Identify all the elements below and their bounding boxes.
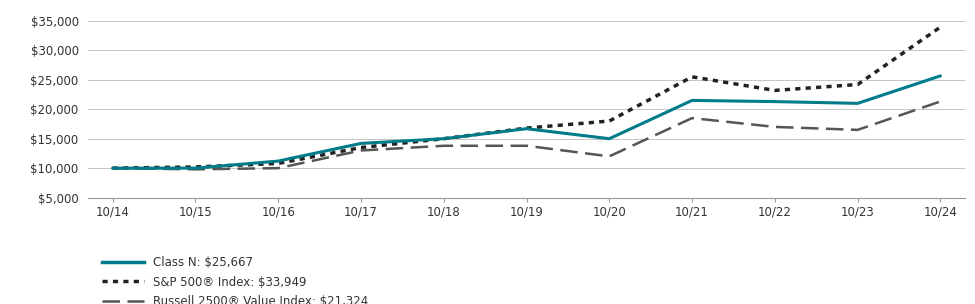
Class N: $25,667: (2, 1.12e+04): $25,667: (2, 1.12e+04) xyxy=(272,159,284,163)
Russell 2500® Value Index: $21,324: (8, 1.7e+04): $21,324: (8, 1.7e+04) xyxy=(769,125,781,129)
Russell 2500® Value Index: $21,324: (1, 9.8e+03): $21,324: (1, 9.8e+03) xyxy=(189,168,201,171)
Russell 2500® Value Index: $21,324: (5, 1.38e+04): $21,324: (5, 1.38e+04) xyxy=(521,144,532,148)
Russell 2500® Value Index: $21,324: (6, 1.2e+04): $21,324: (6, 1.2e+04) xyxy=(604,154,615,158)
Russell 2500® Value Index: $21,324: (4, 1.38e+04): $21,324: (4, 1.38e+04) xyxy=(438,144,449,148)
Legend: Class N: $25,667, S&P 500® Index: $33,949, Russell 2500® Value Index: $21,324: Class N: $25,667, S&P 500® Index: $33,94… xyxy=(102,256,369,304)
Line: Russell 2500® Value Index: $21,324: Russell 2500® Value Index: $21,324 xyxy=(112,102,941,169)
S&P 500® Index: $33,949: (8, 2.32e+04): $33,949: (8, 2.32e+04) xyxy=(769,88,781,92)
S&P 500® Index: $33,949: (5, 1.68e+04): $33,949: (5, 1.68e+04) xyxy=(521,126,532,130)
Line: Class N: $25,667: Class N: $25,667 xyxy=(112,76,941,168)
Class N: $25,667: (8, 2.13e+04): $25,667: (8, 2.13e+04) xyxy=(769,100,781,103)
S&P 500® Index: $33,949: (7, 2.55e+04): $33,949: (7, 2.55e+04) xyxy=(686,75,698,79)
Line: S&P 500® Index: $33,949: S&P 500® Index: $33,949 xyxy=(112,27,941,168)
Class N: $25,667: (1, 1e+04): $25,667: (1, 1e+04) xyxy=(189,166,201,170)
Russell 2500® Value Index: $21,324: (2, 1e+04): $21,324: (2, 1e+04) xyxy=(272,166,284,170)
S&P 500® Index: $33,949: (1, 1.02e+04): $33,949: (1, 1.02e+04) xyxy=(189,165,201,169)
Russell 2500® Value Index: $21,324: (9, 1.65e+04): $21,324: (9, 1.65e+04) xyxy=(852,128,864,132)
Russell 2500® Value Index: $21,324: (3, 1.3e+04): $21,324: (3, 1.3e+04) xyxy=(355,149,367,152)
Class N: $25,667: (3, 1.42e+04): $25,667: (3, 1.42e+04) xyxy=(355,142,367,145)
Class N: $25,667: (7, 2.15e+04): $25,667: (7, 2.15e+04) xyxy=(686,98,698,102)
Class N: $25,667: (0, 1e+04): $25,667: (0, 1e+04) xyxy=(106,166,118,170)
S&P 500® Index: $33,949: (6, 1.8e+04): $33,949: (6, 1.8e+04) xyxy=(604,119,615,123)
S&P 500® Index: $33,949: (3, 1.35e+04): $33,949: (3, 1.35e+04) xyxy=(355,146,367,149)
S&P 500® Index: $33,949: (10, 3.39e+04): $33,949: (10, 3.39e+04) xyxy=(935,25,947,29)
Class N: $25,667: (4, 1.5e+04): $25,667: (4, 1.5e+04) xyxy=(438,137,449,140)
S&P 500® Index: $33,949: (0, 1e+04): $33,949: (0, 1e+04) xyxy=(106,166,118,170)
Russell 2500® Value Index: $21,324: (10, 2.13e+04): $21,324: (10, 2.13e+04) xyxy=(935,100,947,103)
Russell 2500® Value Index: $21,324: (0, 1e+04): $21,324: (0, 1e+04) xyxy=(106,166,118,170)
S&P 500® Index: $33,949: (2, 1.08e+04): $33,949: (2, 1.08e+04) xyxy=(272,162,284,165)
S&P 500® Index: $33,949: (4, 1.5e+04): $33,949: (4, 1.5e+04) xyxy=(438,137,449,140)
Class N: $25,667: (5, 1.67e+04): $25,667: (5, 1.67e+04) xyxy=(521,127,532,130)
Russell 2500® Value Index: $21,324: (7, 1.85e+04): $21,324: (7, 1.85e+04) xyxy=(686,116,698,120)
Class N: $25,667: (10, 2.57e+04): $25,667: (10, 2.57e+04) xyxy=(935,74,947,78)
S&P 500® Index: $33,949: (9, 2.42e+04): $33,949: (9, 2.42e+04) xyxy=(852,83,864,86)
Class N: $25,667: (6, 1.5e+04): $25,667: (6, 1.5e+04) xyxy=(604,137,615,140)
Class N: $25,667: (9, 2.1e+04): $25,667: (9, 2.1e+04) xyxy=(852,102,864,105)
